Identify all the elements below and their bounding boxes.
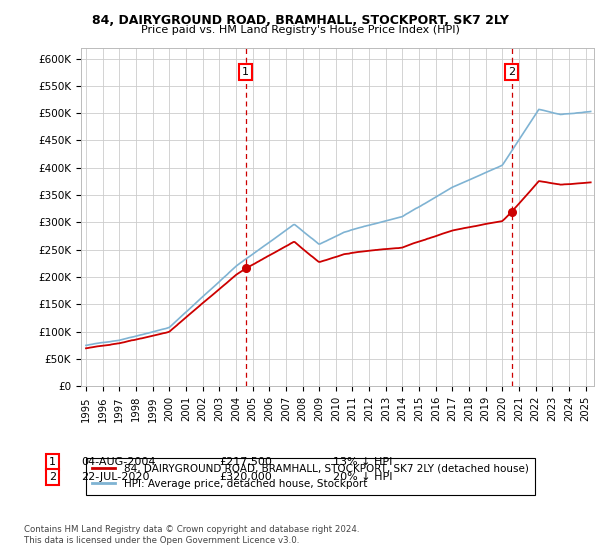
- Text: 22-JUL-2020: 22-JUL-2020: [81, 472, 149, 482]
- Text: 1: 1: [242, 67, 249, 77]
- Text: 2: 2: [508, 67, 515, 77]
- Text: Contains HM Land Registry data © Crown copyright and database right 2024.
This d: Contains HM Land Registry data © Crown c…: [24, 525, 359, 545]
- Text: £217,500: £217,500: [219, 457, 272, 467]
- Text: 04-AUG-2004: 04-AUG-2004: [81, 457, 155, 467]
- Text: 1: 1: [49, 457, 56, 467]
- Text: 20% ↓ HPI: 20% ↓ HPI: [333, 472, 392, 482]
- Text: Price paid vs. HM Land Registry's House Price Index (HPI): Price paid vs. HM Land Registry's House …: [140, 25, 460, 35]
- Text: 2: 2: [49, 472, 56, 482]
- Text: £320,000: £320,000: [219, 472, 272, 482]
- Text: 84, DAIRYGROUND ROAD, BRAMHALL, STOCKPORT, SK7 2LY: 84, DAIRYGROUND ROAD, BRAMHALL, STOCKPOR…: [92, 14, 508, 27]
- Legend: 84, DAIRYGROUND ROAD, BRAMHALL, STOCKPORT, SK7 2LY (detached house), HPI: Averag: 84, DAIRYGROUND ROAD, BRAMHALL, STOCKPOR…: [86, 458, 535, 496]
- Text: 13% ↓ HPI: 13% ↓ HPI: [333, 457, 392, 467]
